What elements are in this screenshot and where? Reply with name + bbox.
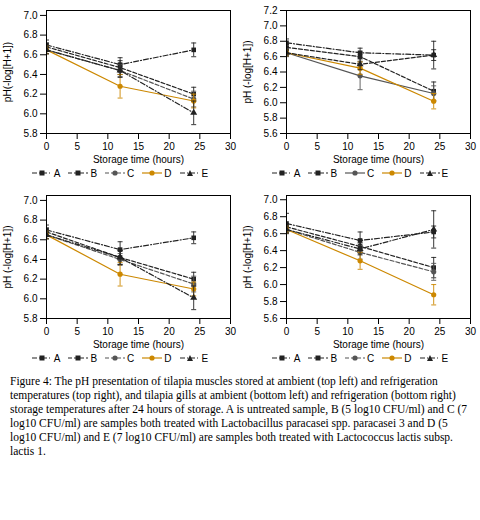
svg-text:6.8: 6.8	[264, 211, 278, 222]
svg-text:15: 15	[133, 141, 145, 152]
html-text:A: A	[53, 352, 61, 364]
svg-text:5: 5	[314, 326, 320, 337]
html-text:C: C	[367, 167, 375, 179]
svg-text:0: 0	[284, 326, 290, 337]
html-text:C: C	[127, 167, 135, 179]
svg-text:6.4: 6.4	[264, 245, 278, 256]
html-text:D: D	[164, 167, 172, 179]
svg-text:30: 30	[225, 326, 237, 337]
svg-text:6.2: 6.2	[264, 82, 278, 93]
svg-text:0: 0	[284, 141, 290, 152]
html-text:E: E	[441, 167, 449, 179]
svg-text:20: 20	[404, 141, 416, 152]
svg-text:25: 25	[434, 141, 446, 152]
svg-text:5.8: 5.8	[264, 296, 278, 307]
svg-text:6.0: 6.0	[24, 108, 38, 119]
svg-text:pH (-log[H+1]): pH (-log[H+1])	[242, 40, 253, 103]
svg-text:Storage time (hours): Storage time (hours)	[93, 154, 184, 165]
svg-text:5: 5	[74, 326, 80, 337]
svg-text:6.4: 6.4	[24, 254, 38, 265]
svg-text:6.4: 6.4	[264, 66, 278, 77]
svg-text:10: 10	[102, 326, 114, 337]
svg-text:pH (-log[H+1]): pH (-log[H+1])	[2, 225, 13, 288]
svg-text:5.6: 5.6	[264, 313, 278, 324]
svg-text:6.6: 6.6	[24, 234, 38, 245]
svg-text:30: 30	[465, 141, 477, 152]
svg-text:6.8: 6.8	[264, 35, 278, 46]
svg-text:15: 15	[373, 141, 385, 152]
svg-text:5: 5	[314, 141, 320, 152]
svg-text:6.2: 6.2	[264, 262, 278, 273]
svg-text:pH (-log[H+1]): pH (-log[H+1])	[242, 225, 253, 288]
svg-text:0: 0	[44, 326, 50, 337]
svg-text:6.2: 6.2	[24, 88, 38, 99]
svg-text:Storage time (hours): Storage time (hours)	[333, 339, 424, 350]
svg-text:25: 25	[434, 326, 446, 337]
svg-text:25: 25	[194, 326, 206, 337]
svg-text:6.0: 6.0	[264, 97, 278, 108]
svg-text:5.6: 5.6	[264, 128, 278, 139]
html-text:E: E	[441, 352, 449, 364]
svg-text:30: 30	[225, 141, 237, 152]
html-text:B: B	[330, 167, 338, 179]
html-text:D: D	[164, 352, 172, 364]
svg-text:15: 15	[133, 326, 145, 337]
svg-text:6.6: 6.6	[264, 51, 278, 62]
svg-text:5.8: 5.8	[264, 112, 278, 123]
svg-text:6.2: 6.2	[24, 273, 38, 284]
html-text:B: B	[90, 352, 98, 364]
html-text:D: D	[404, 167, 412, 179]
html-text:A: A	[293, 352, 301, 364]
svg-text:5.8: 5.8	[24, 128, 38, 139]
html-text:B: B	[330, 352, 338, 364]
svg-text:15: 15	[373, 326, 385, 337]
svg-text:20: 20	[164, 141, 176, 152]
html-text:E: E	[201, 352, 209, 364]
svg-text:0: 0	[44, 141, 50, 152]
svg-text:6.4: 6.4	[24, 69, 38, 80]
svg-text:6.8: 6.8	[24, 214, 38, 225]
svg-text:6.6: 6.6	[24, 49, 38, 60]
svg-text:5: 5	[74, 141, 80, 152]
svg-text:6.6: 6.6	[264, 228, 278, 239]
html-text:C: C	[127, 352, 135, 364]
svg-text:Storage time (hours): Storage time (hours)	[93, 339, 184, 350]
svg-text:20: 20	[404, 326, 416, 337]
svg-text:10: 10	[342, 326, 354, 337]
svg-text:6.0: 6.0	[264, 279, 278, 290]
svg-text:7.0: 7.0	[24, 10, 38, 21]
svg-text:5.8: 5.8	[24, 313, 38, 324]
html-text:C: C	[367, 352, 375, 364]
svg-text:6.0: 6.0	[24, 293, 38, 304]
svg-text:25: 25	[194, 141, 206, 152]
svg-text:7.0: 7.0	[264, 20, 278, 31]
svg-text:20: 20	[164, 326, 176, 337]
svg-text:7.2: 7.2	[264, 5, 278, 16]
svg-text:30: 30	[465, 326, 477, 337]
svg-text:7.0: 7.0	[24, 195, 38, 206]
html-text:B: B	[90, 167, 98, 179]
svg-text:7.0: 7.0	[264, 194, 278, 205]
html-text:D: D	[404, 352, 412, 364]
svg-text:6.8: 6.8	[24, 29, 38, 40]
html-text:A: A	[293, 167, 301, 179]
html-text:A: A	[53, 167, 61, 179]
svg-text:10: 10	[342, 141, 354, 152]
html-text:E: E	[201, 167, 209, 179]
svg-text:10: 10	[102, 141, 114, 152]
svg-text:Storage time (hours): Storage time (hours)	[333, 154, 424, 165]
html-text:Figure 4: The pH presentation: Figure 4: The pH presentation of tilapia…	[10, 375, 467, 457]
svg-text:pH(-log[H+1]): pH(-log[H+1])	[2, 42, 13, 102]
